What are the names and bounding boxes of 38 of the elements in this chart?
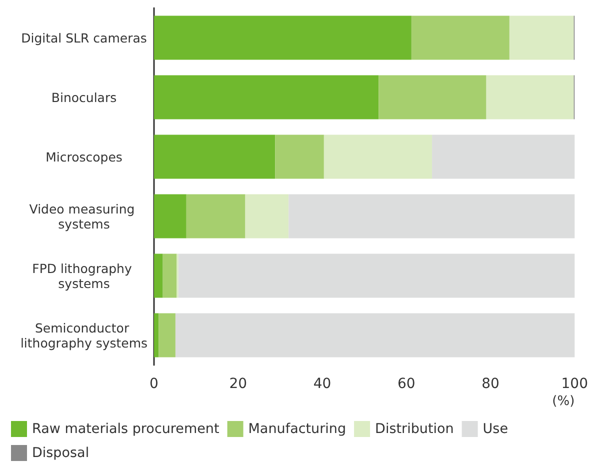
legend-label: Use: [482, 421, 508, 437]
legend-label: Distribution: [375, 421, 454, 437]
y-tick-label: Binoculars: [51, 90, 117, 105]
x-axis-title: (%): [552, 394, 575, 409]
bar: [154, 16, 412, 60]
bar: [178, 254, 575, 298]
x-tick-label: 100: [561, 376, 588, 392]
bar: [186, 194, 246, 238]
bar: [378, 75, 486, 120]
x-tick-label: 40: [313, 376, 332, 392]
y-tick-label: Semiconductor lithography systems: [20, 320, 148, 350]
bar: [486, 75, 574, 120]
bar: [275, 134, 324, 179]
legend-label: Raw materials procurement: [32, 421, 220, 437]
x-tick-label: 0: [150, 376, 158, 392]
bar: [154, 194, 186, 238]
legend-label: Manufacturing: [248, 421, 346, 437]
y-tick-label: Microscopes: [46, 149, 122, 164]
bar: [245, 194, 289, 238]
bar: [154, 75, 379, 120]
x-tick-label: 20: [229, 376, 248, 392]
x-tick-label: 80: [482, 376, 500, 392]
bar: [509, 16, 574, 60]
bar: [154, 134, 276, 179]
bar: [324, 134, 432, 179]
bar: [288, 194, 575, 238]
bar: [158, 313, 176, 358]
legend-label: Disposal: [32, 445, 90, 461]
bar: [411, 16, 510, 60]
bar: [432, 134, 575, 179]
y-tick-label: Digital SLR cameras: [21, 30, 147, 46]
y-tick-label: Video measuring systems: [29, 201, 139, 232]
bar: [175, 313, 575, 358]
bar: [154, 254, 163, 298]
y-tick-label: FPD lithography systems: [32, 260, 136, 291]
bar: [162, 254, 177, 298]
bar: [154, 313, 159, 358]
x-tick-label: 60: [397, 376, 416, 392]
